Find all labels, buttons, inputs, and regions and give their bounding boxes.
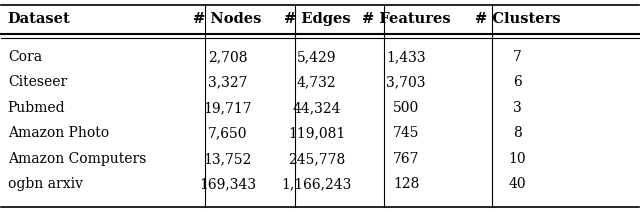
Text: 245,778: 245,778 <box>288 152 346 166</box>
Text: 7: 7 <box>513 50 522 64</box>
Text: 5,429: 5,429 <box>297 50 337 64</box>
Text: 13,752: 13,752 <box>204 152 252 166</box>
Text: 8: 8 <box>513 126 522 140</box>
Text: 745: 745 <box>393 126 419 140</box>
Text: 10: 10 <box>509 152 526 166</box>
Text: 500: 500 <box>393 101 419 115</box>
Text: # Features: # Features <box>362 12 451 26</box>
Text: 6: 6 <box>513 75 522 89</box>
Text: Dataset: Dataset <box>8 12 70 26</box>
Text: Pubmed: Pubmed <box>8 101 65 115</box>
Text: 1,166,243: 1,166,243 <box>282 177 352 191</box>
Text: 119,081: 119,081 <box>288 126 346 140</box>
Text: 2,708: 2,708 <box>208 50 247 64</box>
Text: # Nodes: # Nodes <box>193 12 262 26</box>
Text: ogbn arxiv: ogbn arxiv <box>8 177 83 191</box>
Text: 3,703: 3,703 <box>387 75 426 89</box>
Text: 767: 767 <box>393 152 419 166</box>
Text: 3: 3 <box>513 101 522 115</box>
Text: # Clusters: # Clusters <box>475 12 561 26</box>
Text: 3,327: 3,327 <box>208 75 247 89</box>
Text: 128: 128 <box>393 177 419 191</box>
Text: 19,717: 19,717 <box>204 101 252 115</box>
Text: 4,732: 4,732 <box>297 75 337 89</box>
Text: 44,324: 44,324 <box>292 101 341 115</box>
Text: 7,650: 7,650 <box>208 126 247 140</box>
Text: Citeseer: Citeseer <box>8 75 67 89</box>
Text: Cora: Cora <box>8 50 42 64</box>
Text: 169,343: 169,343 <box>199 177 256 191</box>
Text: Amazon Photo: Amazon Photo <box>8 126 109 140</box>
Text: 40: 40 <box>509 177 526 191</box>
Text: Amazon Computers: Amazon Computers <box>8 152 146 166</box>
Text: # Edges: # Edges <box>284 12 350 26</box>
Text: 1,433: 1,433 <box>386 50 426 64</box>
